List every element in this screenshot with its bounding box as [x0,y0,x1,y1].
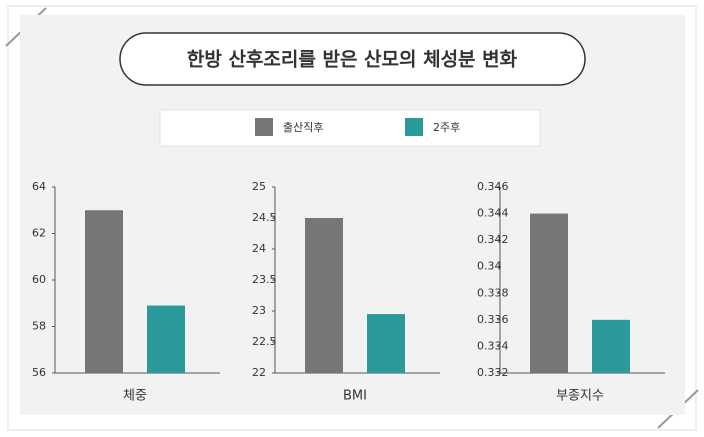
y-tick-label: 22.5 [252,335,277,348]
title-pill [119,32,586,86]
y-tick-label: 58 [32,320,46,333]
y-tick-label: 24.5 [252,211,277,224]
y-tick-label: 0.332 [477,366,509,379]
y-tick-label: 0.336 [477,313,509,326]
x-label: BMI [343,389,367,404]
y-tick-label: 0.338 [477,286,509,299]
legend-label: 2주후 [433,121,460,134]
bar [530,213,568,373]
bar [305,218,343,373]
legend-label: 출산직후 [283,121,323,134]
legend-swatch [405,118,423,136]
legend-swatch [255,118,273,136]
bar [147,305,185,373]
y-tick-label: 0.346 [477,180,509,193]
y-tick-label: 60 [32,273,46,286]
bar [367,314,405,373]
y-tick-label: 23 [252,304,266,317]
chart-title: 한방 산후조리를 받은 산모의 체성분 변화 [187,49,518,71]
y-tick-label: 25 [252,180,266,193]
bar [592,319,630,373]
y-tick-label: 22 [252,366,266,379]
bar [85,210,123,373]
x-label: 부종지수 [556,389,604,404]
y-tick-label: 0.344 [477,207,509,220]
y-tick-label: 0.342 [477,233,509,246]
y-tick-label: 62 [32,227,46,240]
y-tick-label: 24 [252,242,266,255]
y-tick-label: 0.334 [477,339,509,352]
legend-box [159,109,541,147]
y-tick-label: 56 [32,366,46,379]
y-tick-label: 64 [32,180,46,193]
y-tick-label: 0.34 [477,260,502,273]
x-label: 체중 [123,389,147,404]
y-tick-label: 23.5 [252,273,277,286]
